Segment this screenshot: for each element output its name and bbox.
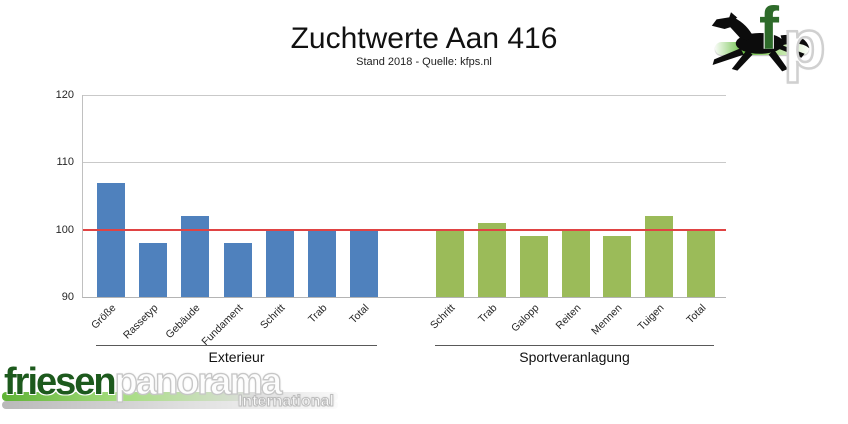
bar-schritt <box>436 229 464 297</box>
brand-wordmark-friesen: friesen <box>4 361 117 403</box>
brand-wordmark-panorama: panorama <box>114 360 283 403</box>
brand-international-label: International <box>237 393 334 411</box>
fp-monogram-logo: f p <box>707 0 842 85</box>
group-axis-line <box>96 345 377 346</box>
page-subtitle: Stand 2018 - Quelle: kfps.nl <box>356 56 492 68</box>
bar-chart: 90 100 110 120 Größe Rassetyp Gebäude Fundament… <box>56 89 726 395</box>
bar-trab <box>477 222 506 297</box>
bar-total <box>687 229 715 297</box>
gridline <box>83 95 726 96</box>
group-label-exterieur: Exterieur <box>208 349 265 365</box>
bar-rassetyp <box>139 243 168 297</box>
bar-schritt <box>265 229 294 297</box>
y-axis-tick-label: 110 <box>56 156 74 169</box>
reference-line-100 <box>83 228 726 231</box>
bar-reiten <box>561 229 590 297</box>
group-axis-line <box>435 345 714 346</box>
gridline <box>83 162 726 164</box>
plot-area <box>82 95 726 298</box>
y-axis-tick-label: 90 <box>61 291 74 303</box>
page-title: Zuchtwerte Aan 416 <box>290 22 558 55</box>
bar-trab <box>307 229 336 297</box>
brand-band-gray <box>2 401 338 409</box>
bar-galopp <box>519 236 548 297</box>
logo-letter-f: f <box>759 0 779 62</box>
brand-band-green <box>2 392 338 401</box>
horse-icon <box>711 12 810 72</box>
y-axis-tick-label: 120 <box>55 89 74 101</box>
bar-mennen <box>603 236 632 297</box>
group-label-sportveranlagung: Sportveranlagung <box>519 349 630 365</box>
friesenpanorama-logo: friesenpanorama International <box>2 360 338 424</box>
bar-group-sportveranlagung <box>436 95 715 297</box>
bar-größe <box>97 182 125 297</box>
y-axis-tick-label: 100 <box>55 223 74 236</box>
bar-fundament <box>223 243 252 297</box>
bar-total <box>350 229 378 297</box>
logo-letter-p: p <box>782 4 827 85</box>
bar-group-exterieur <box>97 95 378 297</box>
brand-wordmark: friesenpanorama <box>4 360 283 404</box>
